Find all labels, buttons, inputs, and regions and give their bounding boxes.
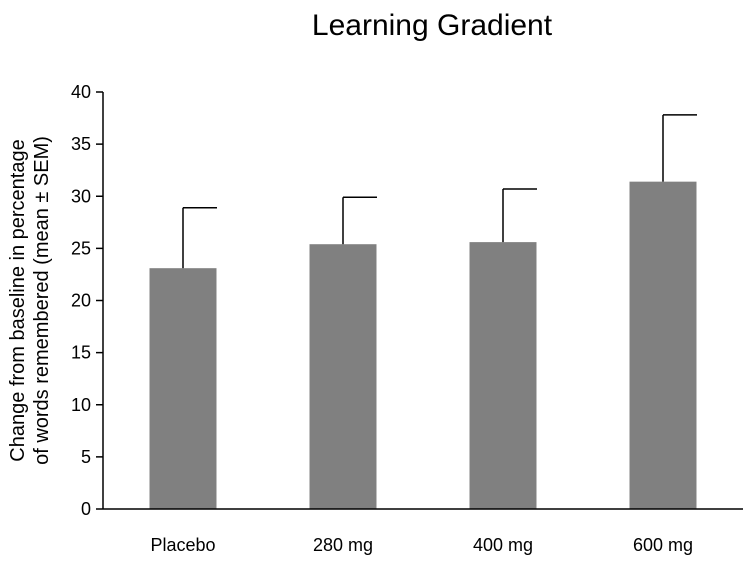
x-tick-label-3: 600 mg (633, 535, 693, 555)
y-tick-label-2: 10 (71, 395, 91, 415)
error-bars-layer (182, 114, 697, 269)
chart-title: Learning Gradient (312, 9, 553, 42)
x-tick-label-1: 280 mg (313, 535, 373, 555)
y-tick-label-7: 35 (71, 134, 91, 154)
bars-layer (149, 181, 697, 509)
y-tick-label-5: 25 (71, 238, 91, 258)
bar-2 (469, 242, 537, 509)
x-ticks-layer: Placebo 280 mg 400 mg 600 mg (150, 535, 693, 555)
y-tick-label-8: 40 (71, 82, 91, 102)
x-tick-label-0: Placebo (150, 535, 215, 555)
y-tick-label-0: 0 (81, 499, 91, 519)
y-axis-label-line-2: of words remembered (mean ± SEM) (31, 136, 53, 465)
bar-0 (149, 268, 217, 509)
y-tick-label-6: 30 (71, 186, 91, 206)
bar-3 (629, 181, 697, 509)
bar-1 (309, 244, 377, 509)
y-tick-label-4: 20 (71, 291, 91, 311)
y-axis-label: Change from baseline in percentage of wo… (7, 136, 53, 465)
y-ticks-layer: 0 5 10 15 20 25 30 35 40 (71, 82, 103, 519)
y-tick-label-3: 15 (71, 343, 91, 363)
y-tick-label-1: 5 (81, 447, 91, 467)
y-axis-label-line-1: Change from baseline in percentage (7, 139, 29, 461)
x-tick-label-2: 400 mg (473, 535, 533, 555)
